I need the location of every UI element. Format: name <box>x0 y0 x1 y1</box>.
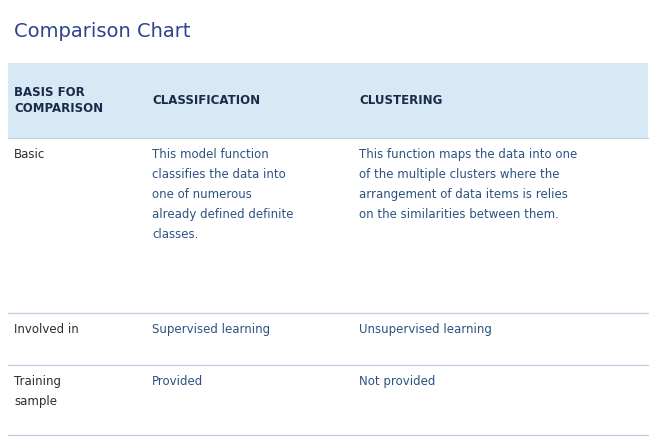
Text: Comparison Chart: Comparison Chart <box>14 22 191 41</box>
Text: This function maps the data into one
of the multiple clusters where the
arrangem: This function maps the data into one of … <box>359 148 578 221</box>
Text: Basic: Basic <box>14 148 45 161</box>
Text: This model function
classifies the data into
one of numerous
already defined def: This model function classifies the data … <box>152 148 294 241</box>
Text: Supervised learning: Supervised learning <box>152 323 270 336</box>
Text: Not provided: Not provided <box>359 375 436 388</box>
Text: Training
sample: Training sample <box>14 375 61 408</box>
Text: CLASSIFICATION: CLASSIFICATION <box>152 94 260 107</box>
Text: CLUSTERING: CLUSTERING <box>359 94 442 107</box>
Bar <box>8 63 648 138</box>
Text: Unsupervised learning: Unsupervised learning <box>359 323 492 336</box>
Text: BASIS FOR
COMPARISON: BASIS FOR COMPARISON <box>14 85 103 116</box>
Text: Involved in: Involved in <box>14 323 79 336</box>
Text: Provided: Provided <box>152 375 203 388</box>
